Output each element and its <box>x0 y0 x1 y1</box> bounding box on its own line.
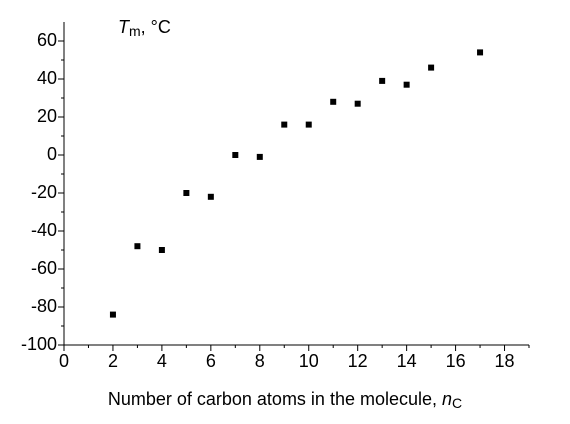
point <box>354 100 361 107</box>
point <box>256 153 263 160</box>
x-tick-label: 8 <box>255 351 265 371</box>
point <box>379 77 386 84</box>
x-tick-label: 18 <box>495 351 515 371</box>
x-tick-label: 6 <box>206 351 216 371</box>
point <box>158 247 165 253</box>
point <box>134 243 141 250</box>
x-tick-label: 2 <box>108 351 118 371</box>
x-tick-label: 10 <box>299 351 319 371</box>
y-tick-label: 20 <box>37 106 57 126</box>
x-tick-label: 0 <box>59 351 69 371</box>
point <box>207 193 214 200</box>
point <box>403 81 410 88</box>
point <box>281 121 288 128</box>
y-tick-label: 0 <box>47 144 57 164</box>
y-tick-label: -20 <box>31 182 57 202</box>
y-label-unit: , °C <box>141 17 171 37</box>
x-tick-label: 4 <box>157 351 167 371</box>
x-tick-label: 16 <box>446 351 466 371</box>
x-axis-label: Number of carbon atoms in the molecule, … <box>108 389 462 411</box>
point <box>477 49 484 56</box>
x-tick-label: 14 <box>397 351 417 371</box>
y-tick-label: -40 <box>31 220 57 240</box>
point <box>183 190 190 196</box>
y-tick-label: -100 <box>21 334 57 354</box>
y-axis-label: Tm, °C <box>118 17 171 39</box>
x-label-text: Number of carbon atoms in the molecule, <box>108 389 442 409</box>
x-tick-label: 12 <box>348 351 368 371</box>
point <box>428 64 435 71</box>
x-label-subscript: C <box>452 395 462 411</box>
y-label-symbol: T <box>118 17 131 37</box>
y-tick-label: 40 <box>37 68 57 88</box>
y-tick-label: -80 <box>31 296 57 316</box>
point <box>232 152 239 158</box>
point <box>330 98 337 105</box>
y-tick-label: -60 <box>31 258 57 278</box>
point <box>305 121 312 128</box>
x-label-symbol: n <box>442 389 452 409</box>
point <box>109 311 116 318</box>
y-label-subscript: m <box>129 23 141 39</box>
y-tick-label: 60 <box>37 30 57 50</box>
